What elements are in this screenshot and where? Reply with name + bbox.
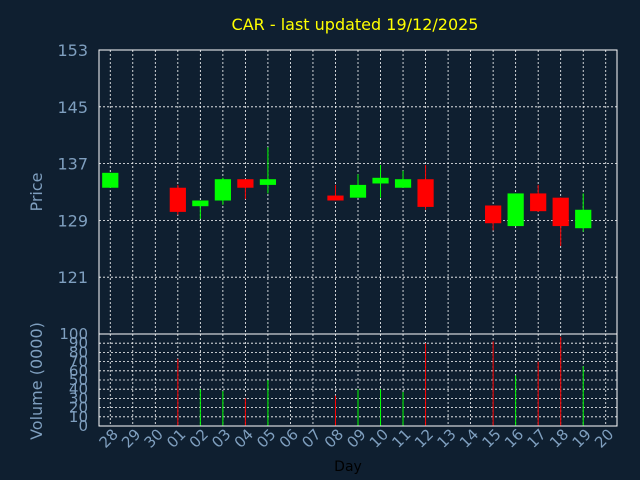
volume-tick-label: 40	[69, 380, 88, 398]
volume-tick-label: 60	[69, 362, 88, 380]
price-axis-label: Price	[27, 172, 46, 211]
day-tick-labels: 2829300102030405060708091011121314151617…	[96, 425, 618, 451]
candle-body	[259, 179, 277, 185]
candle-body	[102, 172, 119, 188]
volume-tick-label: 100	[59, 325, 88, 343]
volume-tick-label: 30	[69, 389, 88, 407]
candle-body	[372, 177, 389, 184]
price-tick-label: 121	[57, 268, 88, 287]
price-tick-label: 129	[57, 211, 88, 230]
volume-tick-label: 10	[69, 408, 88, 426]
volume-axis-label: Volume (0000)	[27, 322, 46, 440]
candle-body	[394, 179, 412, 188]
price-tick-label: 145	[57, 98, 88, 117]
volume-bars	[177, 336, 584, 426]
candle-body	[552, 197, 569, 227]
chart-title: CAR - last updated 19/12/2025	[232, 15, 479, 34]
price-candles	[102, 147, 592, 246]
volume-tick-label: 70	[69, 353, 88, 371]
price-tick-label: 137	[57, 155, 88, 174]
volume-tick-label: 0	[78, 417, 88, 435]
candle-body	[530, 193, 547, 212]
candle-body	[575, 209, 592, 229]
day-tick-label: 20	[591, 425, 617, 451]
candle-body	[485, 205, 502, 224]
volume-panel-frame	[98, 333, 618, 427]
volume-tick-label: 50	[69, 371, 88, 389]
candle-body	[507, 193, 524, 227]
price-tick-label: 153	[57, 41, 88, 60]
x-axis-label: Day	[334, 459, 362, 475]
candle-body	[349, 184, 367, 198]
volume-tick-label: 90	[69, 334, 88, 352]
volume-tick-label: 20	[69, 399, 88, 417]
candle-body	[192, 200, 209, 207]
candle-body	[169, 187, 186, 212]
candle-body	[417, 179, 434, 207]
price-tick-labels: 153 145 137 129 121	[57, 41, 88, 287]
candle-body	[237, 179, 254, 188]
volume-tick-label: 80	[69, 343, 88, 361]
candle-body	[327, 195, 344, 201]
candle-body	[214, 179, 231, 201]
